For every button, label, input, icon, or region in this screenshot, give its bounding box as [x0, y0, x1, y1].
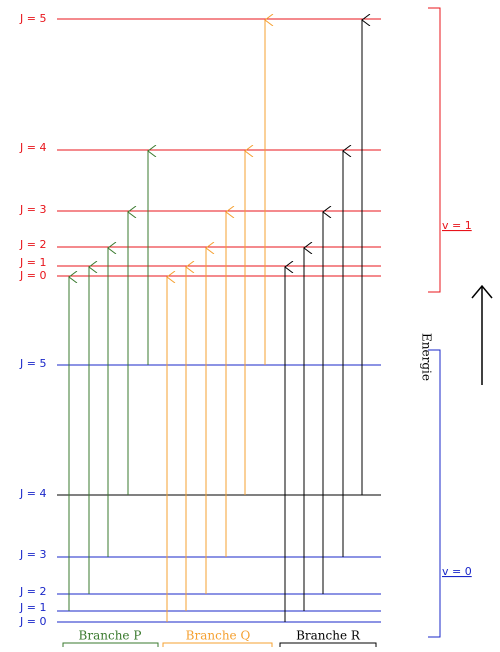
p-branch-arrows — [69, 151, 148, 611]
upper-level-lines — [57, 18, 381, 277]
band-label: v = 1 — [442, 219, 472, 232]
level-label: J = 4 — [19, 141, 46, 154]
level-label: J = 4 — [19, 487, 46, 500]
level-label: J = 2 — [19, 238, 46, 251]
branch-bracket — [62, 642, 159, 647]
lower-level-lines — [57, 364, 381, 623]
level-label: J = 3 — [19, 203, 46, 216]
level-label: J = 1 — [19, 256, 46, 269]
level-label: J = 0 — [19, 615, 46, 628]
level-label: J = 5 — [19, 357, 46, 370]
branch-label: Branche R — [296, 629, 361, 643]
level-label: J = 3 — [19, 548, 46, 561]
band-label: v = 0 — [442, 565, 472, 578]
level-label: J = 1 — [19, 601, 46, 614]
branch-label: Branche P — [79, 629, 142, 643]
energy-arrow — [471, 284, 493, 385]
r-branch-arrows — [285, 20, 362, 622]
level-label: J = 2 — [19, 585, 46, 598]
branch-label: Branche Q — [186, 629, 251, 643]
level-label: J = 5 — [19, 12, 46, 25]
lower-band-bracket — [428, 349, 441, 638]
upper-level-labels: J = 5 J = 4 J = 3 J = 2 J = 1 J = 0 — [19, 12, 46, 282]
upper-band-bracket — [428, 7, 441, 293]
lower-level-labels: J = 5 J = 4 J = 3 J = 2 J = 1 J = 0 — [19, 357, 46, 628]
energy-label: Energie — [420, 333, 434, 381]
q-branch-arrows — [167, 20, 265, 622]
branch-bracket — [279, 642, 377, 647]
branch-bracket — [162, 642, 273, 647]
level-label: J = 0 — [19, 269, 46, 282]
